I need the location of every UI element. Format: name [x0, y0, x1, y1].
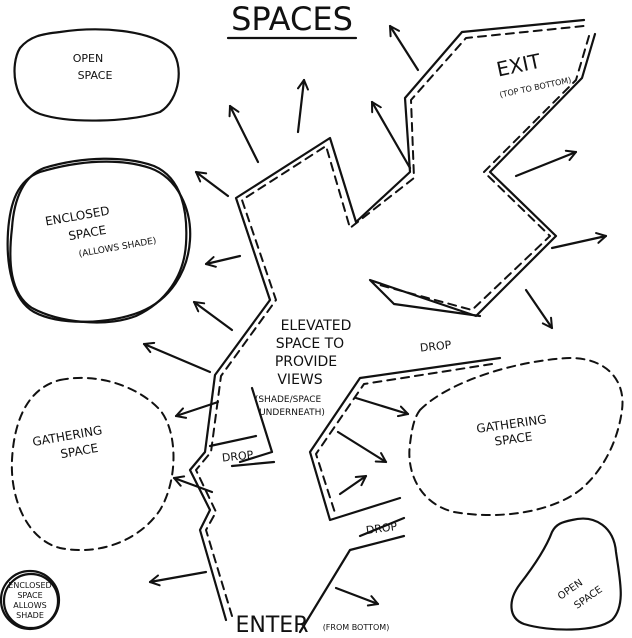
enclosed-space-large: ENCLOSED SPACE (ALLOWS SHADE)	[6, 157, 192, 324]
elevated-space-label-3: PROVIDE	[275, 354, 337, 370]
open-space-bottom: OPEN SPACE	[510, 517, 622, 631]
exit-label: EXIT	[494, 49, 543, 82]
drop-label-left: DROP	[221, 448, 254, 464]
arrow	[334, 586, 380, 607]
drop-markers	[208, 434, 406, 538]
enclosed-space-large-label-2: SPACE	[67, 223, 107, 243]
open-space-top: OPEN SPACE	[13, 28, 180, 122]
path-right-edge	[368, 32, 597, 318]
arrow	[148, 570, 208, 587]
open-space-top-label-2: SPACE	[78, 69, 113, 82]
path-right-edge-offset	[375, 35, 590, 311]
elevated-note-line-1: (SHADE/SPACE	[255, 395, 322, 405]
drop-label-top: DROP	[419, 338, 452, 354]
arrow	[550, 232, 608, 250]
path-bottom-edge	[298, 534, 406, 634]
central-path	[188, 18, 597, 634]
enclosed-space-small-label-2: SPACE	[17, 591, 42, 600]
arrow	[338, 474, 368, 496]
drop-line	[358, 516, 406, 538]
elevated-note-line-2: UNDERNEATH)	[259, 408, 325, 418]
path-lower-right-edge	[308, 356, 502, 522]
drop-line	[208, 434, 258, 448]
gathering-space-right-label-2: SPACE	[494, 429, 534, 448]
arrow	[204, 254, 242, 268]
elevated-space-label-4: VIEWS	[277, 372, 322, 388]
elevated-space-label-1: ELEVATED	[281, 318, 352, 334]
path-inner-link	[238, 386, 274, 464]
arrow	[172, 475, 214, 494]
gathering-space-left-label-2: SPACE	[59, 441, 99, 461]
elevated-space-label-2: SPACE TO	[276, 336, 344, 352]
arrow	[388, 24, 420, 72]
view-arrows	[142, 24, 608, 607]
arrow	[514, 149, 578, 178]
path-lower-right-edge-offset	[315, 363, 493, 517]
arrow	[370, 100, 412, 170]
title: SPACES	[231, 0, 353, 38]
arrow	[194, 170, 230, 198]
drop-label-bottom: DROP	[365, 520, 398, 537]
enclosed-space-small-label-3: ALLOWS	[13, 601, 46, 610]
arrow	[524, 288, 554, 330]
enclosed-space-small-label-1: ENCLOSED	[8, 581, 51, 590]
enter-note: (FROM BOTTOM)	[323, 623, 390, 632]
drop-line	[230, 460, 276, 468]
open-space-top-label-1: OPEN	[73, 52, 103, 65]
gathering-space-right: GATHERING SPACE	[408, 357, 624, 517]
arrow	[192, 300, 234, 332]
arrow	[142, 341, 212, 374]
path-left-edge	[188, 18, 586, 622]
arrow	[174, 400, 220, 419]
arrow	[336, 430, 388, 464]
gathering-space-left: GATHERING SPACE	[10, 376, 175, 552]
enclosed-space-small-label-4: SHADE	[16, 611, 44, 620]
path-left-edge-offset	[195, 25, 585, 617]
enclosed-space-large-label-3: (ALLOWS SHADE)	[78, 236, 157, 260]
enclosed-space-small: ENCLOSED SPACE ALLOWS SHADE	[0, 569, 61, 631]
arrow	[228, 104, 260, 164]
arrow	[354, 396, 410, 418]
enter-label: ENTER	[236, 613, 309, 638]
arrow	[296, 78, 309, 134]
